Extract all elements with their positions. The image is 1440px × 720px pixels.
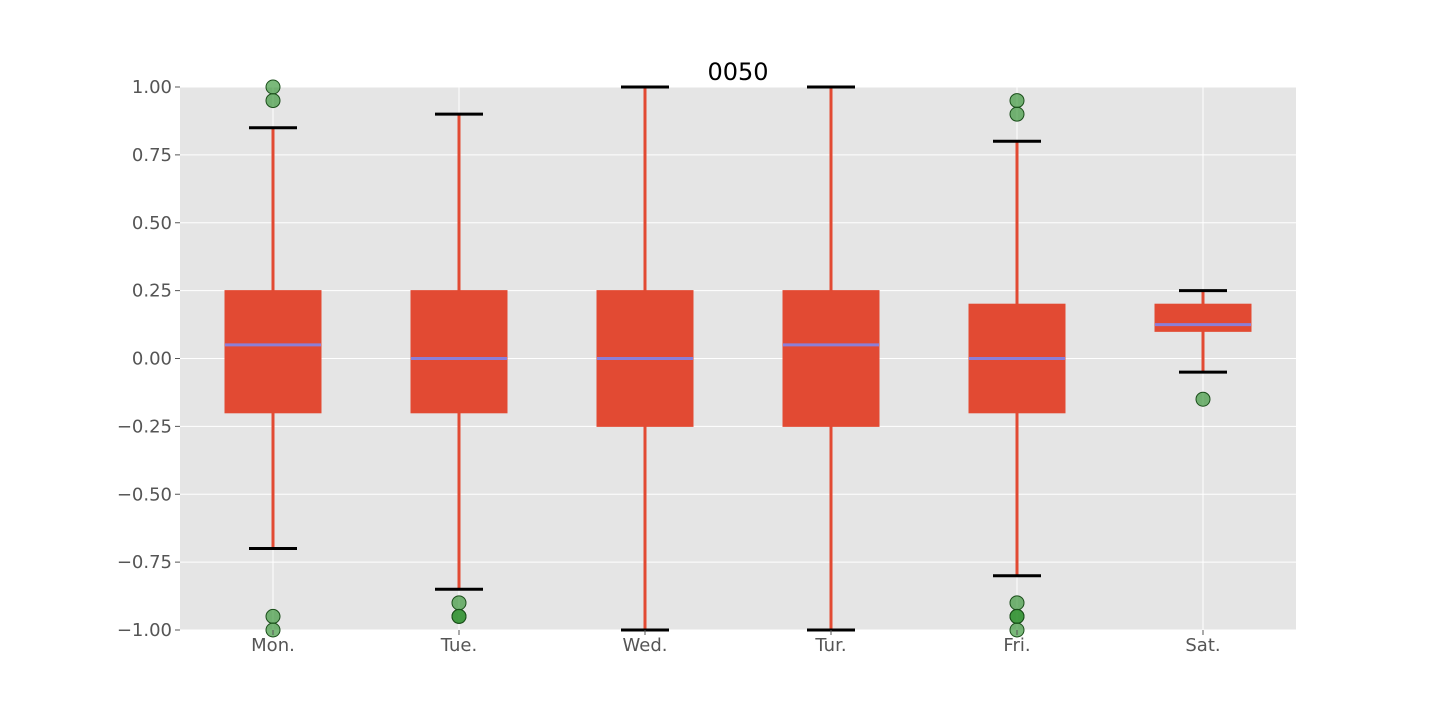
y-tick-label: 0.25	[132, 281, 172, 302]
iqr-box	[1154, 303, 1252, 332]
outlier-point	[265, 93, 281, 109]
box-tur	[782, 85, 880, 632]
outlier-point	[451, 608, 467, 624]
boxes	[224, 79, 1252, 638]
y-tick-label: 0.00	[132, 349, 172, 370]
iqr-box	[410, 290, 508, 414]
y-tick-label: −0.25	[117, 416, 172, 437]
x-tick-label: Wed.	[623, 635, 668, 656]
box-tue	[410, 112, 508, 624]
x-tick-label: Mon.	[251, 635, 295, 656]
x-tick-label: Fri.	[1003, 635, 1030, 656]
box-wed	[596, 85, 694, 632]
outlier-point	[1195, 391, 1211, 407]
box-mon	[224, 79, 322, 638]
x-tick-label: Tue.	[440, 635, 477, 656]
y-tick-label: −0.75	[117, 552, 172, 573]
outlier-point	[1009, 93, 1025, 109]
outlier-point	[1009, 106, 1025, 122]
y-tick-label: −0.50	[117, 484, 172, 505]
y-tick-label: 0.50	[132, 213, 172, 234]
x-axis-ticks: Mon. Tue. Wed. Tur. Fri. Sat.	[251, 630, 1221, 656]
y-tick-label: −1.00	[117, 620, 172, 641]
iqr-box	[782, 290, 880, 427]
y-tick-label: 1.00	[132, 77, 172, 98]
y-tick-label: 0.75	[132, 145, 172, 166]
outlier-point	[1009, 595, 1025, 611]
y-axis-ticks: 1.00 0.75 0.50 0.25 0.00 −0.25 −0.50 −0.75 −1.00	[117, 77, 180, 641]
chart-title: 0050	[707, 58, 768, 86]
x-tick-label: Tur.	[814, 635, 846, 656]
outlier-point	[265, 79, 281, 95]
x-tick-label: Sat.	[1185, 635, 1220, 656]
box-sat	[1154, 289, 1252, 407]
box-fri	[968, 93, 1066, 638]
iqr-box	[224, 290, 322, 414]
outlier-point	[265, 608, 281, 624]
outlier-point	[451, 595, 467, 611]
outlier-point	[1009, 608, 1025, 624]
